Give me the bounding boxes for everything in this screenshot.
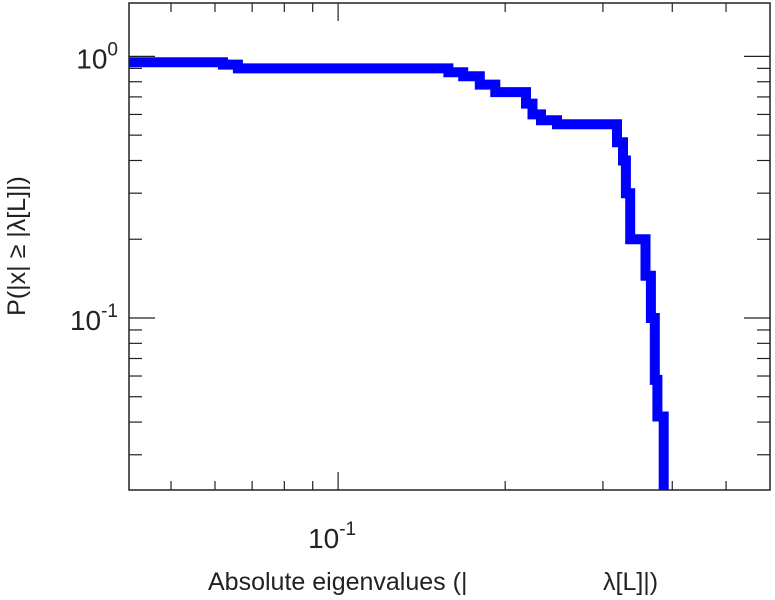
ticks-layer	[129, 3, 770, 490]
series-line	[129, 57, 669, 490]
plot-frame	[128, 2, 771, 491]
y-tick-label: 10-1	[70, 301, 118, 336]
tick-label-base: 10	[70, 305, 101, 336]
x-axis-title-left: Absolute eigenvalues (|	[208, 568, 467, 596]
tick-label-exponent: -1	[101, 301, 118, 322]
y-axis-title: P(|x| ≥ |λ[L]|)	[3, 176, 31, 316]
tick-label-base: 10	[76, 43, 107, 74]
tick-label-exponent: 0	[107, 39, 118, 60]
x-tick-label: 10-1	[308, 519, 356, 554]
tick-label-exponent: -1	[339, 519, 356, 540]
tick-label-base: 10	[308, 523, 339, 554]
x-axis-title-right: λ[L]|)	[603, 568, 658, 596]
y-tick-label: 100	[76, 39, 118, 74]
series-layer	[129, 57, 669, 490]
